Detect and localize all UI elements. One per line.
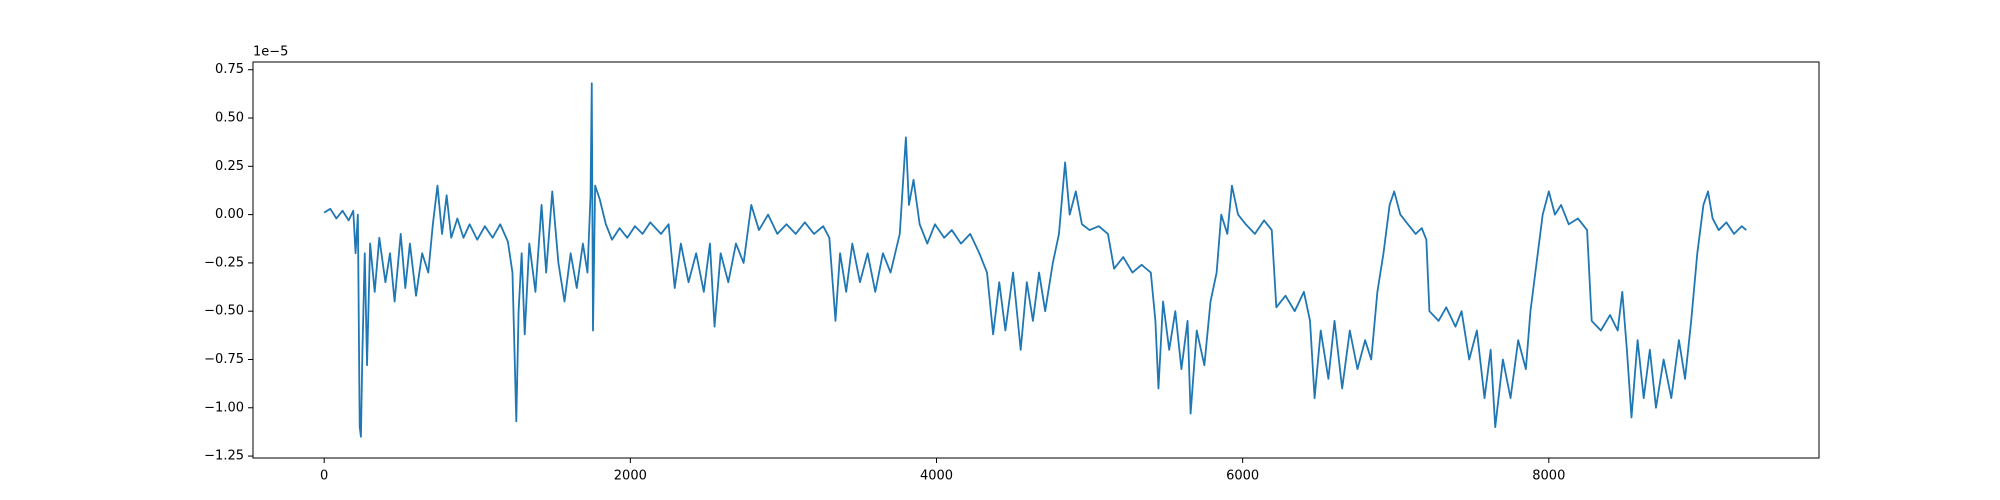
y-tick-label: −0.50 [204,304,244,319]
y-offset-label: 1e−5 [253,45,288,60]
x-tick-label: 0 [320,469,328,484]
axes-frame [252,61,1820,459]
x-tick-label: 8000 [1532,469,1565,484]
data-line [323,82,1747,438]
y-tick-label: −0.75 [204,352,244,367]
y-tick-label: 0.25 [215,159,244,174]
x-tick-label: 6000 [1226,469,1259,484]
y-tick-label: 0.75 [215,62,244,77]
y-tick-label: 0.50 [215,111,244,126]
y-tick-label: −1.00 [204,400,244,415]
y-tick-label: −0.25 [204,255,244,270]
y-tick-label: 0.00 [215,207,244,222]
x-tick-label: 2000 [614,469,647,484]
y-tick-label: −1.25 [204,449,244,464]
x-tick-label: 4000 [920,469,953,484]
